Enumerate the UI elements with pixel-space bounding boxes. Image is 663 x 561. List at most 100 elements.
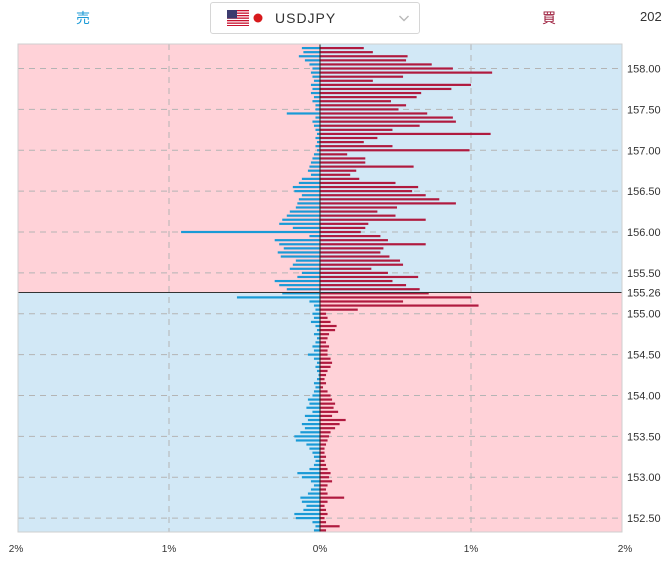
buy-bar	[320, 512, 328, 516]
sell-bar	[309, 447, 320, 450]
buy-bar	[320, 312, 327, 315]
sell-bar	[307, 169, 320, 172]
sell-bar	[309, 402, 320, 405]
sell-bar	[289, 267, 320, 270]
buy-side-label: 買	[542, 11, 556, 27]
buy-bar	[320, 406, 334, 409]
sell-bar	[315, 104, 320, 107]
sell-bar	[286, 214, 320, 217]
buy-bar	[320, 202, 456, 205]
buy-bar	[320, 279, 393, 283]
buy-bar	[320, 263, 404, 266]
price-tick-label: 156.00	[627, 227, 661, 239]
sell-bar	[298, 181, 320, 185]
buy-bar	[320, 288, 420, 291]
sell-bar	[298, 55, 320, 58]
sell-bar	[310, 83, 320, 86]
buy-bar	[320, 508, 327, 512]
sell-bar	[309, 165, 320, 168]
buy-bar	[320, 373, 327, 377]
sell-bar	[313, 96, 320, 99]
buy-bar	[320, 439, 328, 442]
buy-bar	[320, 136, 378, 140]
chart-header: 売 USDJPY 買 202	[0, 0, 663, 40]
sell-bar	[301, 177, 320, 180]
sell-bar	[315, 459, 320, 462]
sell-bar	[307, 418, 320, 422]
buy-bar	[320, 431, 331, 434]
sell-bar	[318, 373, 320, 377]
buy-bar	[320, 218, 426, 221]
percent-tick-label: 2%	[618, 544, 633, 555]
buy-bar	[320, 185, 419, 189]
currency-pair-selector[interactable]: USDJPY	[210, 2, 420, 34]
buy-bar	[320, 467, 328, 471]
sell-bar	[292, 226, 320, 230]
sell-bar	[292, 185, 320, 189]
buy-bar	[320, 488, 327, 491]
us-flag-icon	[227, 10, 249, 26]
buy-bar	[320, 529, 327, 532]
sell-bar	[294, 512, 320, 516]
buy-bar	[320, 153, 348, 156]
buy-bar	[320, 390, 328, 393]
sell-bar	[181, 230, 320, 234]
buy-bar	[320, 51, 373, 54]
buy-bar	[320, 414, 333, 418]
sell-bar	[309, 63, 320, 66]
sell-bar	[307, 353, 320, 356]
buy-bar	[320, 284, 407, 287]
sell-bar	[312, 312, 320, 315]
buy-bar	[320, 83, 471, 86]
sell-bar	[312, 75, 320, 78]
buy-bar	[320, 525, 340, 528]
sell-bar	[303, 508, 320, 512]
sell-bar	[313, 349, 320, 352]
sell-bar	[313, 463, 320, 467]
buy-bar	[320, 410, 339, 413]
sell-bar	[316, 337, 320, 340]
sell-bar	[312, 410, 320, 413]
buy-bar	[320, 398, 333, 401]
sell-bar	[310, 161, 320, 164]
sell-bar	[316, 149, 320, 152]
buy-bar	[320, 459, 325, 462]
buy-bar	[320, 386, 324, 389]
sell-bar	[310, 320, 320, 324]
sell-bar	[310, 173, 320, 176]
sell-bar	[316, 361, 320, 364]
buy-bar	[320, 112, 428, 115]
buy-bar	[320, 243, 426, 246]
sell-bar	[313, 357, 320, 360]
sell-bar	[313, 529, 320, 532]
buy-bar	[320, 157, 366, 160]
buy-bar	[320, 267, 372, 270]
price-tick-label: 153.00	[627, 472, 661, 484]
sell-bar	[301, 476, 320, 479]
sell-bar	[307, 398, 320, 401]
sell-bar	[312, 120, 320, 123]
chevron-down-icon	[399, 15, 409, 22]
buy-bar	[320, 96, 417, 99]
buy-bar	[320, 177, 360, 180]
currency-pair-label: USDJPY	[275, 10, 337, 26]
sell-bar	[307, 492, 320, 495]
buy-bar	[320, 124, 420, 127]
buy-bar	[320, 517, 325, 520]
buy-bar	[320, 427, 336, 430]
sell-bar	[312, 521, 320, 524]
buy-bar	[320, 296, 471, 299]
sell-bar	[312, 87, 320, 91]
price-tick-label: 156.50	[627, 186, 661, 198]
buy-bar	[320, 418, 346, 422]
buy-bar	[320, 226, 366, 230]
buy-bar	[320, 46, 364, 50]
sell-bar	[286, 112, 320, 115]
buy-bar	[320, 320, 331, 324]
buy-bar	[320, 190, 413, 193]
sell-bar	[309, 300, 320, 303]
buy-bar	[320, 500, 328, 503]
sell-bar	[289, 210, 320, 213]
price-tick-label: 157.50	[627, 104, 661, 116]
percent-tick-label: 1%	[464, 544, 479, 555]
